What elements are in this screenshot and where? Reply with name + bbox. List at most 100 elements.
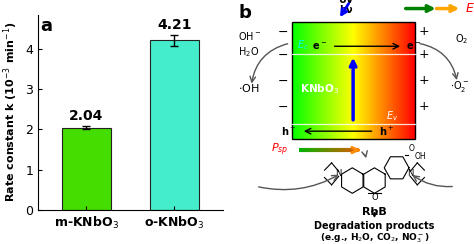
- Bar: [302, 22, 303, 139]
- Bar: [364, 22, 365, 139]
- Bar: [299, 22, 300, 139]
- Bar: [315, 22, 316, 139]
- Bar: [413, 22, 414, 139]
- Bar: [370, 22, 371, 139]
- Bar: [296, 22, 297, 139]
- Bar: [394, 22, 395, 139]
- Text: $+$: $+$: [419, 48, 429, 61]
- Bar: [323, 22, 324, 139]
- Bar: [322, 22, 323, 139]
- Bar: [414, 22, 415, 139]
- Bar: [331, 22, 332, 139]
- Bar: [356, 22, 357, 139]
- Bar: [362, 22, 363, 139]
- Bar: [305, 22, 306, 139]
- Text: OH: OH: [414, 152, 426, 161]
- Bar: [368, 22, 369, 139]
- Bar: [382, 22, 383, 139]
- Text: e$^-$: e$^-$: [312, 41, 328, 52]
- Bar: [393, 22, 394, 139]
- Bar: [403, 22, 404, 139]
- Text: 4.21: 4.21: [157, 18, 191, 32]
- Text: $E_v$: $E_v$: [386, 109, 399, 123]
- Bar: [308, 22, 309, 139]
- Bar: [408, 22, 409, 139]
- Bar: [314, 22, 315, 139]
- Bar: [383, 22, 384, 139]
- Bar: [385, 22, 386, 139]
- Bar: [373, 22, 374, 139]
- Bar: [394, 22, 395, 139]
- Bar: [382, 22, 383, 139]
- Bar: [376, 22, 377, 139]
- Bar: [384, 22, 385, 139]
- Bar: [150, 41, 199, 210]
- Bar: [298, 22, 299, 139]
- Bar: [369, 22, 370, 139]
- Bar: [353, 22, 354, 139]
- Bar: [302, 22, 303, 139]
- Bar: [389, 22, 390, 139]
- Text: OH$^-$: OH$^-$: [238, 30, 262, 42]
- Bar: [351, 22, 352, 139]
- Bar: [313, 22, 314, 139]
- Text: $P_{sp}$: $P_{sp}$: [271, 142, 288, 158]
- Text: $E$: $E$: [465, 2, 474, 15]
- Bar: [350, 22, 351, 139]
- Bar: [370, 22, 371, 139]
- Bar: [388, 22, 389, 139]
- Bar: [293, 22, 294, 139]
- Bar: [346, 22, 347, 139]
- Bar: [358, 22, 359, 139]
- Text: $+$: $+$: [419, 100, 429, 113]
- Bar: [345, 22, 346, 139]
- Bar: [292, 22, 293, 139]
- Bar: [371, 22, 372, 139]
- Bar: [405, 22, 406, 139]
- Bar: [339, 22, 340, 139]
- Text: $\cdot$OH: $\cdot$OH: [238, 81, 260, 93]
- Bar: [304, 22, 305, 139]
- Bar: [381, 22, 382, 139]
- Bar: [381, 22, 382, 139]
- Text: UV: UV: [338, 0, 353, 5]
- Bar: [317, 22, 318, 139]
- Bar: [409, 22, 410, 139]
- Bar: [406, 22, 407, 139]
- Bar: [396, 22, 397, 139]
- Bar: [401, 22, 402, 139]
- Bar: [391, 22, 392, 139]
- Bar: [330, 22, 331, 139]
- Bar: [383, 22, 384, 139]
- Bar: [319, 22, 320, 139]
- Bar: [411, 22, 412, 139]
- Bar: [389, 22, 390, 139]
- Bar: [315, 22, 316, 139]
- Text: RhB: RhB: [362, 207, 387, 217]
- Bar: [395, 22, 396, 139]
- Bar: [295, 22, 296, 139]
- Bar: [321, 22, 322, 139]
- Bar: [301, 22, 302, 139]
- Bar: [325, 22, 326, 139]
- Bar: [390, 22, 391, 139]
- Text: O: O: [408, 144, 414, 153]
- Bar: [404, 22, 405, 139]
- Bar: [390, 22, 391, 139]
- Bar: [362, 22, 363, 139]
- Bar: [330, 22, 331, 139]
- Text: (e.g., H$_2$O, CO$_2$, NO$_3^-$): (e.g., H$_2$O, CO$_2$, NO$_3^-$): [319, 231, 429, 244]
- Bar: [306, 22, 307, 139]
- Bar: [341, 22, 342, 139]
- Y-axis label: Rate constant k (10$^{-3}$ min$^{-1}$): Rate constant k (10$^{-3}$ min$^{-1}$): [1, 22, 19, 203]
- Bar: [379, 22, 380, 139]
- Bar: [406, 22, 407, 139]
- Bar: [310, 22, 311, 139]
- Bar: [359, 22, 360, 139]
- Bar: [375, 22, 376, 139]
- Bar: [303, 22, 304, 139]
- Bar: [380, 22, 381, 139]
- Text: hν: hν: [338, 5, 352, 15]
- Bar: [318, 22, 319, 139]
- Bar: [388, 22, 389, 139]
